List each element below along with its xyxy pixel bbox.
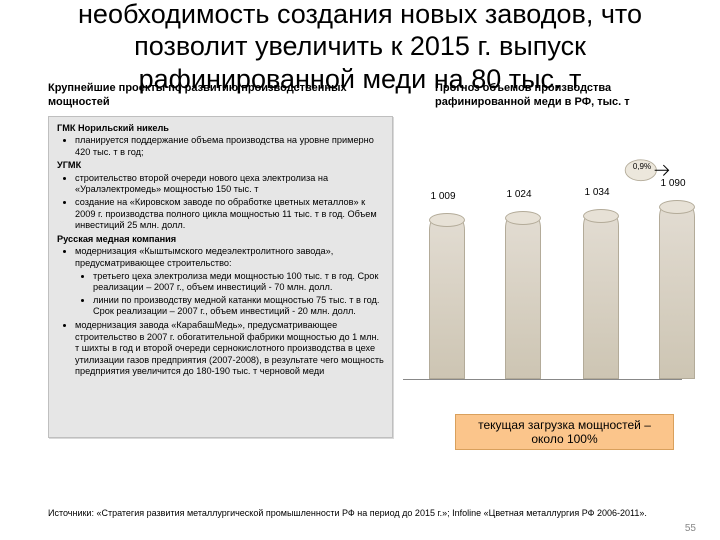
- content-columns: Крупнейшие проекты по развитию производс…: [48, 82, 682, 492]
- chart-bar: 1 024: [505, 216, 541, 379]
- slide: необходимость создания новых заводов, чт…: [0, 0, 720, 540]
- group-list: строительство второй очереди нового цеха…: [57, 173, 384, 232]
- sources-line: Источники: «Стратегия развития металлург…: [48, 508, 682, 518]
- list-item: модернизация завода «КарабашМедь», преду…: [75, 320, 384, 378]
- growth-label: 0,9%: [628, 162, 656, 171]
- list-item: планируется поддержание объема производс…: [75, 135, 384, 158]
- sub-list: третьего цеха электролиза меди мощностью…: [75, 271, 384, 318]
- group-heading: УГМК: [57, 160, 384, 172]
- right-column: Прогноз объемов производства рафинирован…: [403, 82, 682, 492]
- group-heading: ГМК Норильский никель: [57, 123, 384, 135]
- list-item: третьего цеха электролиза меди мощностью…: [93, 271, 384, 294]
- bar-value-label: 1 090: [656, 178, 690, 189]
- list-item: строительство второй очереди нового цеха…: [75, 173, 384, 196]
- right-subhead: Прогноз объемов производства рафинирован…: [435, 82, 682, 110]
- chart-bar: 1 090: [659, 205, 695, 379]
- slide-title: необходимость создания новых заводов, чт…: [24, 0, 696, 95]
- left-column: Крупнейшие проекты по развитию производс…: [48, 82, 393, 492]
- utilization-box: текущая загрузка мощностей – около 100%: [455, 414, 674, 450]
- bar-value-label: 1 034: [580, 187, 614, 198]
- group-list: планируется поддержание объема производс…: [57, 135, 384, 158]
- left-subhead: Крупнейшие проекты по развитию производс…: [48, 82, 393, 110]
- group-list: модернизация «Кыштымского медеэлектролит…: [57, 246, 384, 378]
- projects-textbox: ГМК Норильский никельпланируется поддерж…: [48, 116, 393, 438]
- forecast-chart: 0,9% 1 00920061 02420081 03420101 090201…: [403, 128, 682, 428]
- bar-value-label: 1 024: [502, 189, 536, 200]
- chart-bar: 1 034: [583, 214, 619, 379]
- bar-value-label: 1 009: [426, 191, 460, 202]
- list-item: линии по производству медной катанки мощ…: [93, 295, 384, 318]
- group-heading: Русская медная компания: [57, 234, 384, 246]
- list-item: модернизация «Кыштымского медеэлектролит…: [75, 246, 384, 318]
- chart-bars: 1 00920061 02420081 03420101 0902015: [403, 186, 682, 380]
- page-number: 55: [685, 523, 696, 534]
- chart-bar: 1 009: [429, 218, 465, 379]
- list-item: создание на «Кировском заводе по обработ…: [75, 197, 384, 232]
